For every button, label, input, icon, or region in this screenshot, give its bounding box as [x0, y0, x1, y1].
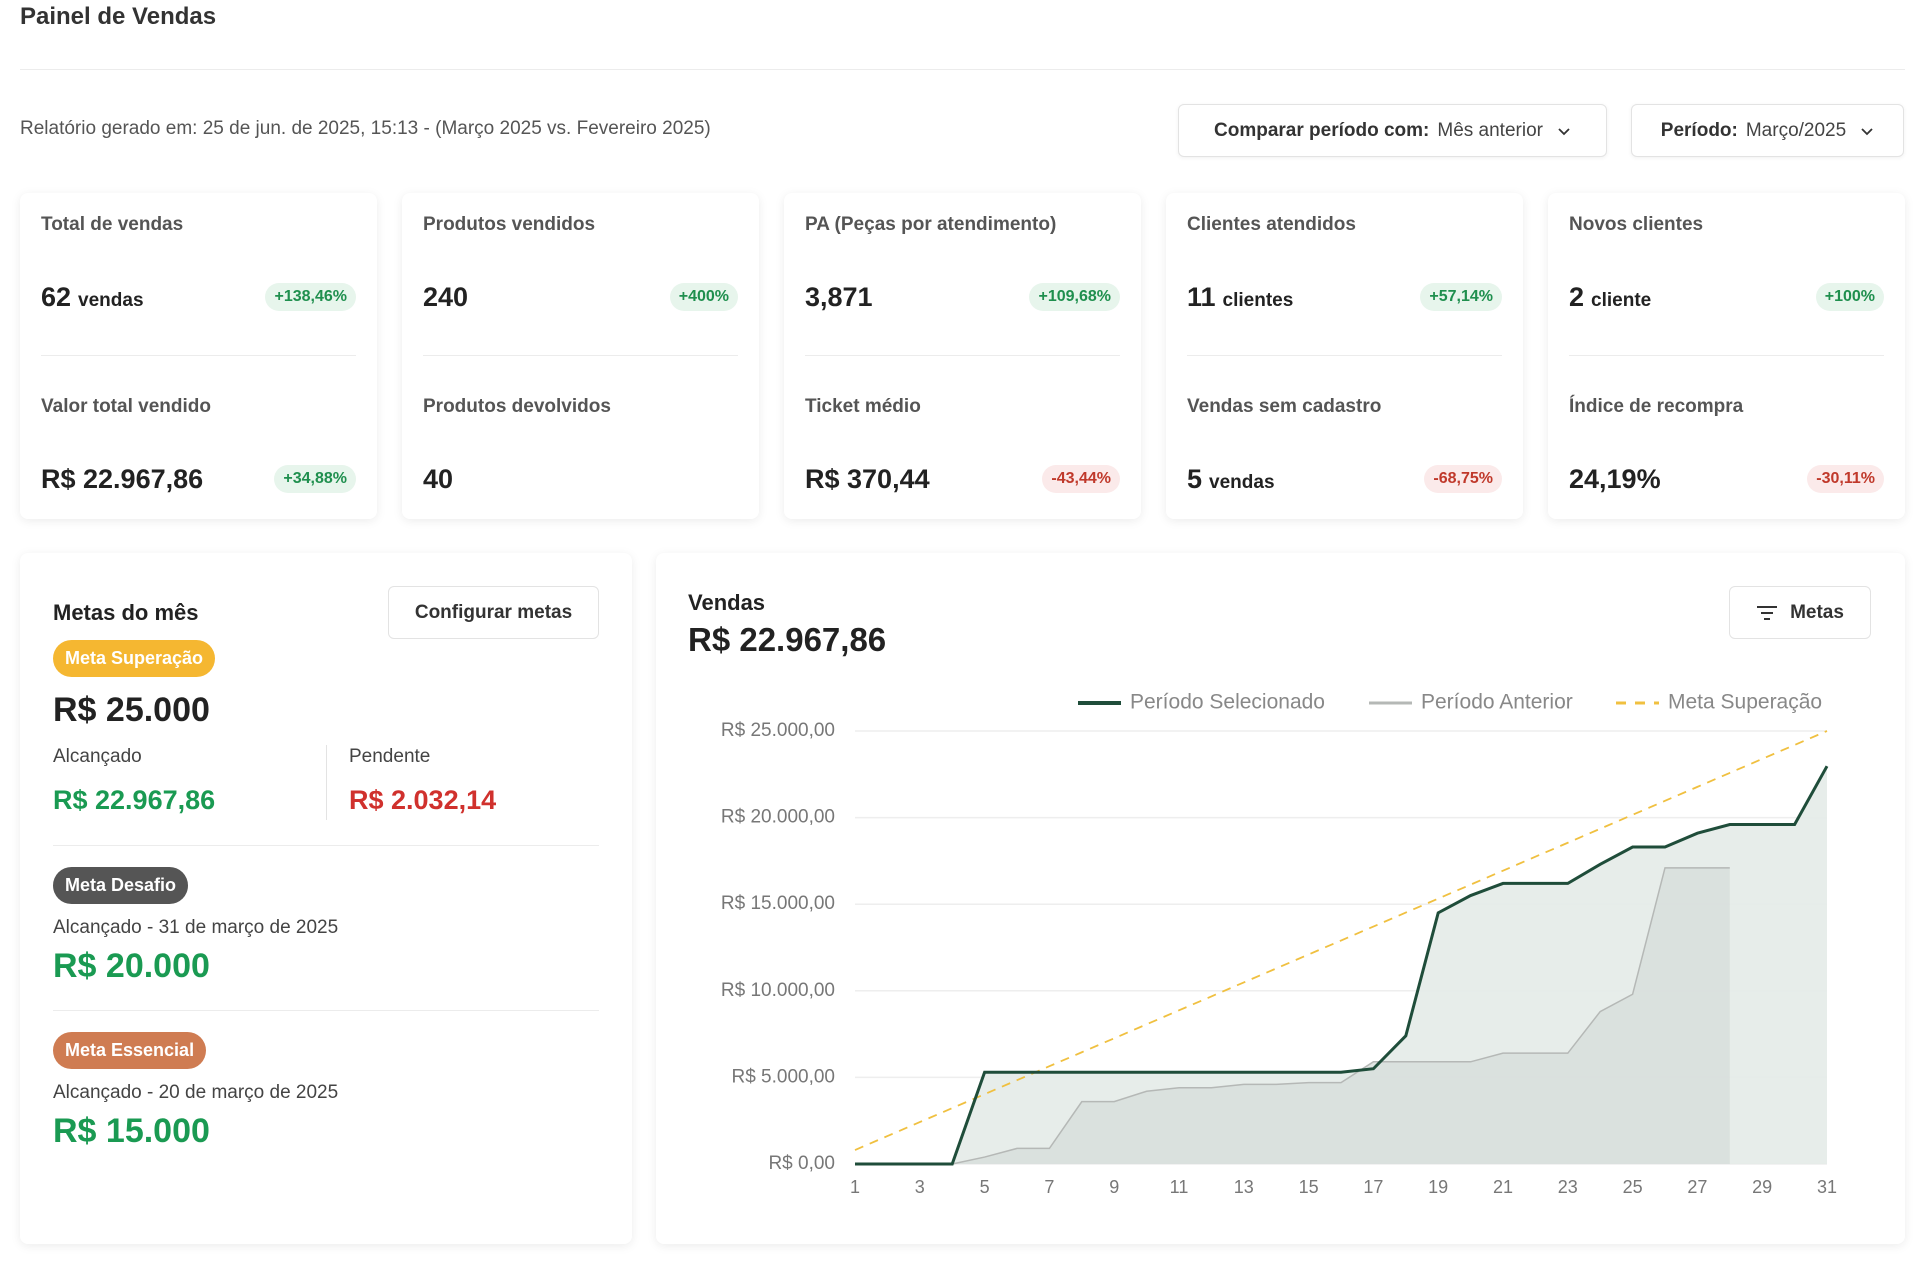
- divider: [20, 69, 1905, 70]
- kpi-value: R$ 22.967,86: [41, 464, 203, 495]
- achieved-value: R$ 22.967,86: [53, 785, 216, 815]
- filter-label: Período:: [1660, 119, 1738, 141]
- kpi-value: 24,19%: [1569, 464, 1661, 495]
- kpi-value-row: 2 cliente +100%: [1569, 277, 1884, 317]
- kpi-value: 62: [41, 281, 72, 312]
- kpi-label: Ticket médio: [805, 396, 921, 417]
- kpi-label: Total de vendas: [41, 214, 184, 235]
- kpi-value: 5: [1187, 463, 1203, 494]
- kpi-value-row: 40: [423, 459, 738, 499]
- kpi-change: -68,75%: [1424, 465, 1502, 493]
- kpi-value-row: R$ 22.967,86 +34,88%: [41, 459, 356, 499]
- kpi-value-row: 5 vendas -68,75%: [1187, 459, 1502, 499]
- kpi-change: +138,46%: [265, 283, 356, 311]
- kpi-value-row: R$ 370,44 -43,44%: [805, 459, 1120, 499]
- kpi-change: -30,11%: [1807, 465, 1884, 493]
- goal-badge: Meta Desafio: [53, 867, 189, 904]
- kpi-value: 24,19%: [1569, 463, 1661, 494]
- kpi-unit: clientes: [1222, 289, 1294, 311]
- achieved-label: Alcançado: [53, 746, 142, 767]
- kpi-value-row: 3,871 +109,68%: [805, 277, 1120, 317]
- divider: [53, 1010, 599, 1011]
- configure-goals-button[interactable]: Configurar metas: [388, 586, 599, 639]
- kpi-label: Valor total vendido: [41, 396, 211, 417]
- kpi-label: Clientes atendidos: [1187, 214, 1356, 235]
- goal-note: Alcançado - 31 de março de 2025: [53, 917, 339, 938]
- kpi-label: Produtos vendidos: [423, 214, 596, 235]
- chart-title: Vendas: [688, 590, 766, 615]
- kpi-card: PA (Peças por atendimento) 3,871 +109,68% T…: [784, 193, 1141, 519]
- filter-dropdown[interactable]: Comparar período com: Mês anterior: [1178, 104, 1607, 157]
- filter-label: Comparar período com:: [1214, 119, 1430, 141]
- filter-value: Março/2025: [1745, 119, 1847, 141]
- kpi-value: 240: [423, 282, 468, 313]
- kpi-value: 3,871: [805, 282, 873, 313]
- kpi-value-row: 62 vendas +138,46%: [41, 277, 356, 317]
- kpi-value: 240: [423, 281, 469, 312]
- chart-total: R$ 22.967,86: [688, 621, 887, 658]
- kpi-card: Total de vendas 62 vendas +138,46% Valor tot…: [20, 193, 377, 519]
- divider: [1569, 355, 1884, 356]
- kpi-card: Clientes atendidos 11 clientes +57,14% Venda…: [1166, 193, 1523, 519]
- kpi-value-row: 11 clientes +57,14%: [1187, 277, 1502, 317]
- kpi-label: Novos clientes: [1569, 214, 1704, 235]
- kpi-label: Vendas sem cadastro: [1187, 396, 1382, 417]
- divider: [41, 355, 356, 356]
- kpi-value: R$ 370,44: [805, 464, 930, 495]
- goals-title: Metas do mês: [53, 600, 199, 625]
- goals-panel: Metas do mês Configurar metas Meta Superaç…: [20, 553, 632, 1244]
- kpi-label: Índice de recompra: [1569, 396, 1744, 417]
- pending-label: Pendente: [349, 746, 431, 767]
- kpi-value: 3,871: [805, 281, 873, 312]
- kpi-value: 5 vendas: [1187, 464, 1275, 495]
- page-title: Painel de Vendas: [20, 3, 217, 30]
- vertical-divider: [326, 745, 327, 820]
- kpi-card: Novos clientes 2 cliente +100% Índice de rec…: [1548, 193, 1905, 519]
- filter-icon: [1757, 605, 1778, 620]
- divider: [423, 355, 738, 356]
- kpi-value: 11: [1187, 281, 1216, 312]
- pending-value: R$ 2.032,14: [349, 785, 497, 815]
- report-info: Relatório gerado em: 25 de jun. de 2025,…: [20, 118, 711, 139]
- filter-dropdown[interactable]: Período: Março/2025: [1631, 104, 1904, 157]
- goal-value: R$ 25.000: [53, 691, 210, 729]
- kpi-value: 40: [423, 463, 454, 494]
- kpi-change: -43,44%: [1042, 465, 1120, 493]
- goal-note: Alcançado - 20 de março de 2025: [53, 1082, 339, 1103]
- divider: [805, 355, 1120, 356]
- goal-value: R$ 15.000: [53, 1112, 210, 1150]
- kpi-value: 40: [423, 464, 453, 495]
- goal-badge: Meta Essencial: [53, 1032, 207, 1069]
- kpi-value: 2: [1569, 281, 1585, 312]
- goals-filter-button[interactable]: Metas: [1729, 586, 1871, 639]
- kpi-unit: vendas: [78, 289, 144, 311]
- kpi-unit: vendas: [1209, 471, 1275, 493]
- kpi-card: Produtos vendidos 240 +400% Produtos devolv…: [402, 193, 759, 519]
- kpi-value-row: 24,19% -30,11%: [1569, 459, 1884, 499]
- goals-filter-label: Metas: [1790, 601, 1844, 623]
- kpi-change: +400%: [669, 283, 738, 311]
- kpi-change: +34,88%: [274, 465, 356, 493]
- kpi-change: +109,68%: [1029, 283, 1120, 311]
- kpi-value: 62 vendas: [41, 282, 144, 313]
- kpi-label: Produtos devolvidos: [423, 396, 611, 417]
- kpi-value: R$ 22.967,86: [41, 463, 204, 494]
- kpi-value: R$ 370,44: [805, 463, 930, 494]
- kpi-unit: cliente: [1591, 289, 1652, 311]
- filter-value: Mês anterior: [1437, 119, 1543, 141]
- chart-panel: Vendas R$ 22.967,86 Metas: [656, 553, 1905, 1244]
- kpi-change: +57,14%: [1420, 283, 1502, 311]
- kpi-change: +100%: [1815, 283, 1884, 311]
- goal-value: R$ 20.000: [53, 947, 210, 985]
- kpi-value: 2 cliente: [1569, 282, 1651, 313]
- kpi-value: 11 clientes: [1187, 282, 1293, 313]
- kpi-label: PA (Peças por atendimento): [805, 214, 1057, 235]
- kpi-value-row: 240 +400%: [423, 277, 738, 317]
- divider: [1187, 355, 1502, 356]
- goal-badge: Meta Superação: [53, 640, 216, 677]
- divider: [53, 845, 599, 846]
